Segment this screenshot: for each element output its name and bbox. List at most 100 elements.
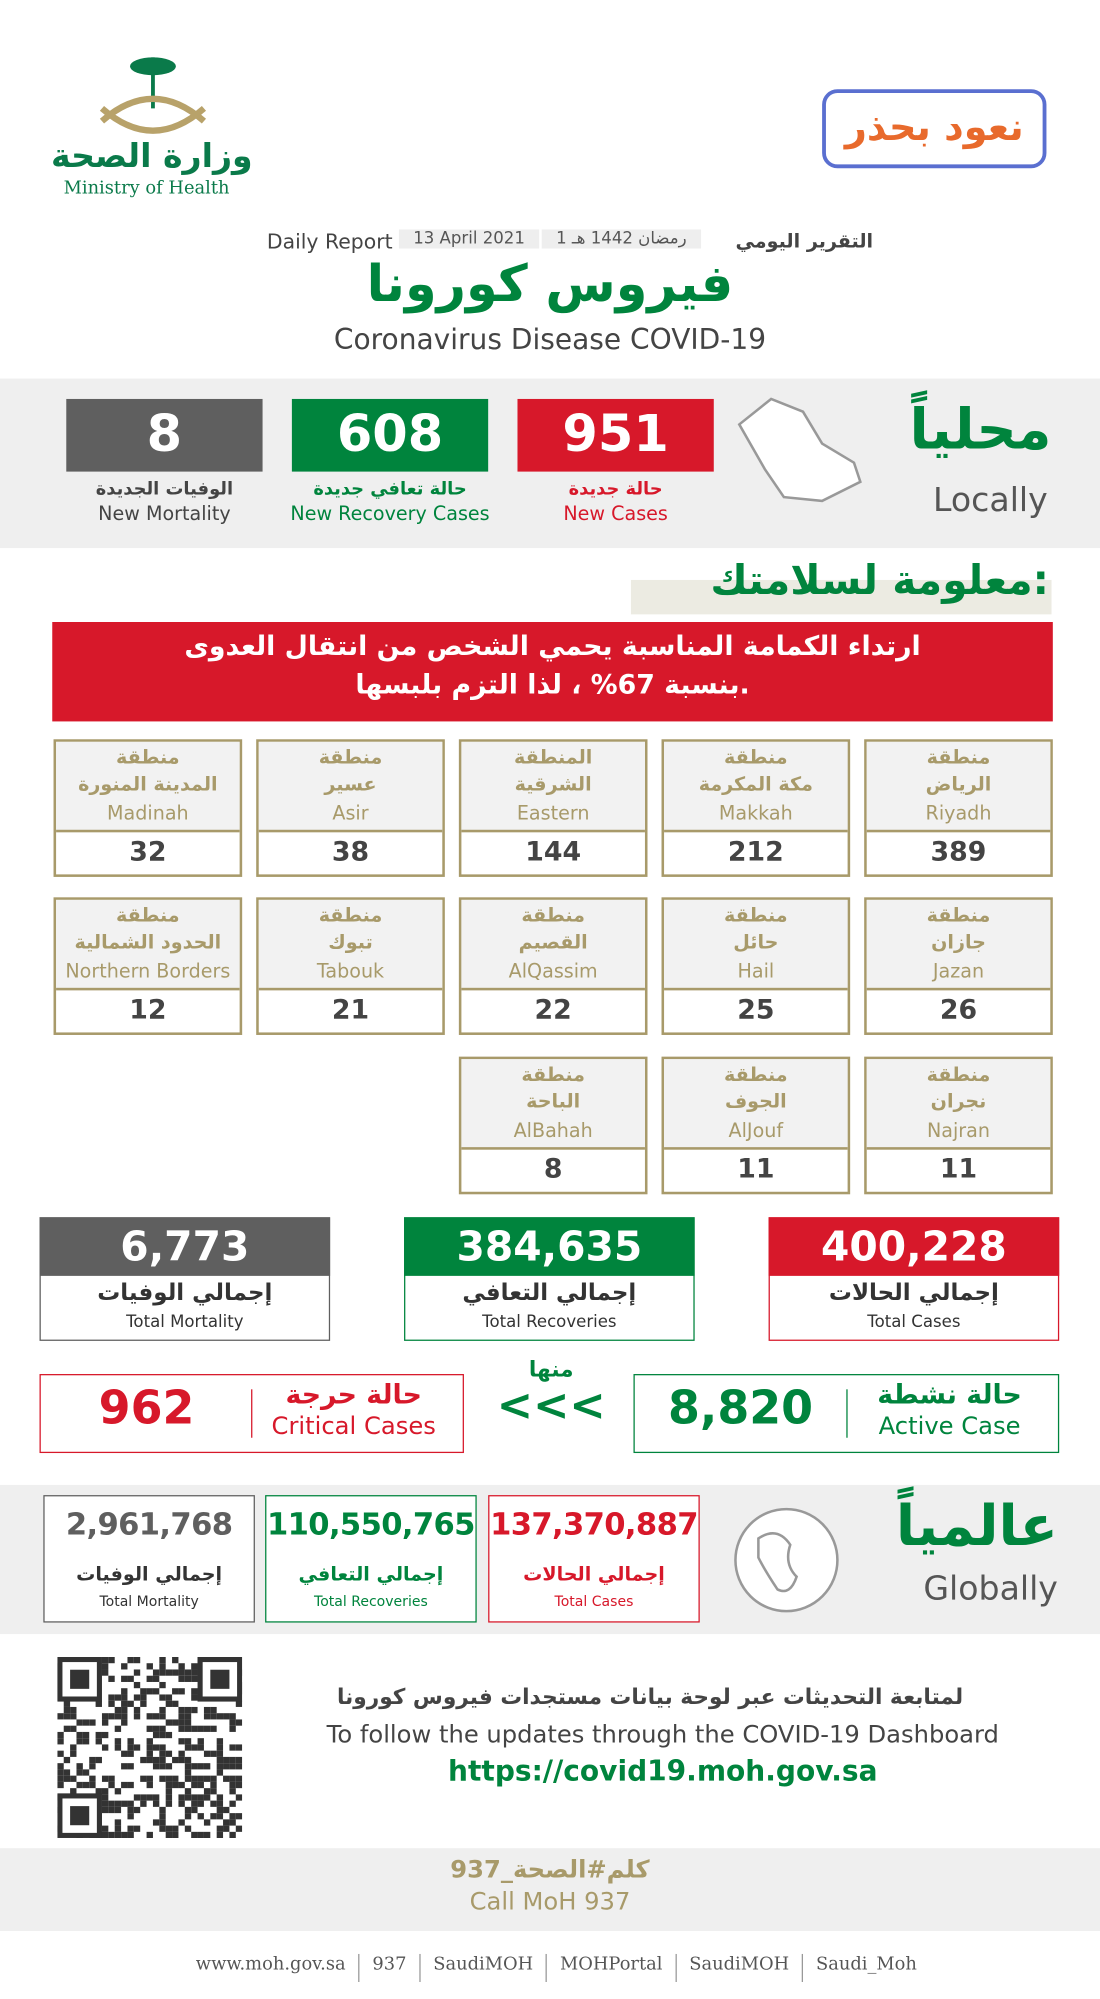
local-label-en: New Cases	[563, 502, 668, 526]
total-value: 400,228	[768, 1217, 1060, 1276]
local-label-ar: محلياً	[909, 397, 1052, 463]
region-name-ar: منطقة	[926, 1063, 991, 1086]
region-name-ar: عسير	[324, 772, 377, 796]
region-value: 38	[331, 836, 370, 867]
arrows: <<<	[496, 1380, 606, 1432]
report-en: Daily Report	[266, 229, 393, 254]
critical-value: 962	[98, 1382, 195, 1436]
region-name-ar: تبوك	[328, 930, 373, 954]
hotline-band	[0, 1848, 1100, 1932]
region-name-en: AlBahah	[513, 1119, 593, 1143]
region-head	[664, 741, 848, 833]
total-value: 384,635	[404, 1217, 695, 1276]
region-head	[866, 1059, 1051, 1150]
region-value: 144	[525, 836, 582, 867]
total-value: 6,773	[39, 1217, 331, 1276]
region-value: 8	[543, 1153, 563, 1185]
region-name-en: Hail	[737, 959, 775, 983]
safety-text: بنسبة 67% ، لذا التزم بلبسها.	[355, 669, 750, 700]
global-card	[265, 1495, 477, 1623]
total-label-en: Total Mortality	[126, 1312, 244, 1332]
region-name-ar: جازان	[931, 930, 986, 954]
total-label-en: Total Recoveries	[482, 1312, 617, 1332]
region-name-ar: منطقة	[926, 745, 991, 769]
global-label-ar: إجمالي الحالات	[523, 1562, 665, 1586]
footer-link[interactable]: MOHPortal	[545, 1953, 662, 1983]
footer-link[interactable]: SaudiMOH	[675, 1953, 789, 1983]
active-value: 8,820	[667, 1382, 814, 1436]
global-card	[43, 1495, 255, 1623]
local-label-ar: حالة جديدة	[568, 479, 663, 500]
title-en: Coronavirus Disease COVID-19	[333, 325, 767, 357]
divider	[846, 1389, 848, 1438]
region-name-en: Northern Borders	[65, 959, 231, 983]
region-name-en: AlJouf	[728, 1119, 784, 1143]
region-head	[664, 1059, 848, 1150]
title-ar: فيروس كورونا	[366, 254, 734, 314]
report-date: 13 April 2021	[398, 229, 540, 249]
campaign-badge: نعود بحذر	[822, 89, 1047, 169]
footer-link[interactable]: Saudi_Moh	[801, 1953, 917, 1983]
local-label-en: Locally	[933, 481, 1048, 521]
safety-text: ارتداء الكمامة المناسبة يحمي الشخص من ان…	[184, 630, 921, 662]
global-card	[488, 1495, 700, 1623]
total-label-ar: إجمالي التعافي	[462, 1279, 637, 1307]
total-label-en: Total Cases	[867, 1312, 961, 1332]
global-label-ar: إجمالي الوفيات	[76, 1562, 223, 1586]
region-name-ar: نجران	[930, 1089, 987, 1113]
region-value: 212	[727, 836, 784, 867]
region-name-ar: حائل	[733, 930, 779, 954]
safety-heading: معلومة لسلامتك:	[710, 555, 1049, 605]
critical-card	[39, 1374, 464, 1454]
region-name-ar: الباحة	[526, 1089, 581, 1113]
footer-link[interactable]: 937	[358, 1953, 406, 1983]
region-head	[664, 899, 848, 991]
region-head	[461, 899, 645, 991]
region-name-en: Madinah	[107, 801, 189, 825]
local-label-ar: حالة تعافي جديدة	[313, 479, 467, 500]
region-value: 32	[129, 836, 167, 867]
active-label-ar: حالة نشطة	[877, 1379, 1022, 1410]
global-value: 110,550,765	[267, 1506, 475, 1543]
region-name-ar: القصيم	[518, 930, 588, 954]
global-value: 137,370,887	[490, 1506, 698, 1543]
local-value: 8	[66, 398, 263, 472]
region-name-ar: الرياض	[925, 772, 992, 796]
region-name-ar: منطقة	[116, 745, 180, 769]
region-name-en: Eastern	[516, 801, 590, 825]
region-value: 389	[930, 836, 987, 867]
region-head	[866, 741, 1051, 833]
footer-link[interactable]: SaudiMOH	[419, 1953, 533, 1983]
hotline-ar: كلم#الصحة_937	[450, 1855, 650, 1884]
links-row: www.moh.gov.sa 937 SaudiMOH MOHPortal SaudiM…	[0, 1953, 1100, 1983]
region-name-en: Jazan	[932, 959, 985, 983]
region-name-ar: منطقة	[724, 745, 788, 769]
region-value: 21	[331, 994, 370, 1025]
active-card	[633, 1374, 1060, 1454]
active-label-en: Active Case	[878, 1412, 1021, 1441]
region-name-en: Riyadh	[925, 801, 992, 825]
divider	[251, 1389, 253, 1438]
global-label-en: Globally	[923, 1570, 1058, 1609]
logo-emblem	[89, 51, 216, 140]
follow-ar: لمتابعة التحديثات عبر لوحة بيانات مستجدا…	[336, 1685, 964, 1711]
global-label-ar: عالمياً	[895, 1493, 1058, 1559]
global-label-en: Total Mortality	[99, 1593, 199, 1610]
dashboard-url: https://covid19.moh.gov.sa	[448, 1756, 878, 1789]
global-label-en: Total Cases	[554, 1593, 634, 1610]
local-label-ar: الوفيات الجديدة	[95, 479, 234, 500]
saudi-map	[737, 397, 862, 503]
footer-link[interactable]: www.moh.gov.sa	[195, 1953, 346, 1975]
region-name-ar: منطقة	[318, 903, 383, 927]
critical-label-ar: حالة حرجة	[285, 1379, 422, 1410]
report-ar: التقرير اليومي	[735, 229, 874, 253]
region-head	[258, 899, 443, 991]
local-value: 608	[291, 398, 489, 472]
region-value: 12	[129, 994, 167, 1025]
region-head	[258, 741, 443, 833]
region-head	[461, 1059, 645, 1150]
region-name-ar: منطقة	[724, 1063, 788, 1086]
region-value: 22	[534, 994, 572, 1025]
region-name-ar: المدينة المنورة	[78, 772, 218, 796]
region-name-ar: مكة المكرمة	[698, 772, 813, 796]
